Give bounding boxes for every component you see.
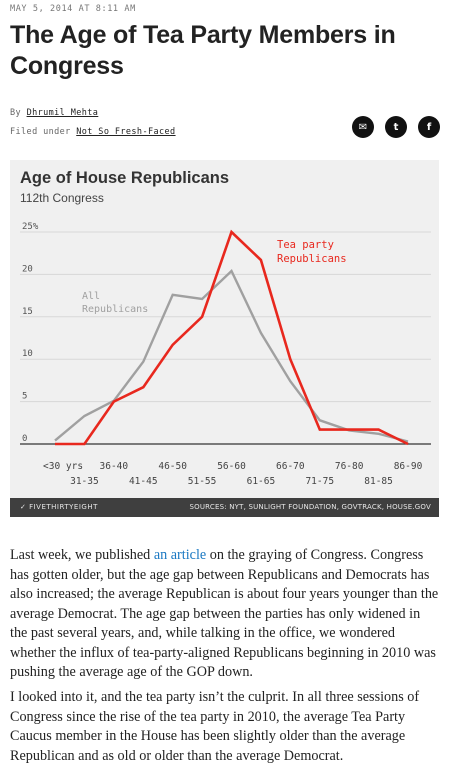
x-tick-label: 66-70 <box>276 461 305 472</box>
brand-name: FIVETHIRTYEIGHT <box>29 503 98 511</box>
all-republicans-label-line-2: Republicans <box>82 304 148 315</box>
x-tick-label: 51-55 <box>188 476 217 487</box>
x-tick-label: 61-65 <box>247 476 276 487</box>
fivethirtyeight-logo: ✓ FIVETHIRTYEIGHT <box>20 503 98 511</box>
y-tick-label: 15 <box>22 307 33 317</box>
facebook-icon: f <box>426 121 432 133</box>
all-republicans-label-line-1: All <box>82 291 100 302</box>
x-tick-label: 41-45 <box>129 476 158 487</box>
chart-title: Age of House Republicans <box>20 169 230 187</box>
filed-prefix: Filed under <box>10 127 71 137</box>
paragraph-1-before: Last week, we published <box>10 547 154 563</box>
x-tick-label: 86-90 <box>394 461 423 472</box>
x-tick-label: 36-40 <box>100 461 129 472</box>
y-tick-label: 10 <box>22 349 33 359</box>
all-republicans-line <box>54 268 409 443</box>
category-link[interactable]: Not So Fresh-Faced <box>76 127 176 137</box>
x-tick-label: 46-50 <box>158 461 187 472</box>
tea-party-line <box>55 229 409 446</box>
y-tick-label: 0 <box>22 434 27 444</box>
chart-footer: ✓ FIVETHIRTYEIGHT SOURCES: NYT, SUNLIGHT… <box>10 498 439 517</box>
byline: By Dhrumil Mehta <box>10 108 98 118</box>
x-tick-label: 81-85 <box>364 476 393 487</box>
x-tick-label: <30 yrs <box>43 461 83 472</box>
x-tick-label: 56-60 <box>217 461 246 472</box>
share-email-button[interactable]: ✉ <box>352 116 374 138</box>
article-paragraph-1: Last week, we published an article on th… <box>10 546 440 683</box>
paragraph-1-after: on the graying of Congress. Congress has… <box>10 547 439 680</box>
email-icon: ✉ <box>358 121 368 133</box>
article-link[interactable]: an article <box>153 547 207 563</box>
x-tick-label: 71-75 <box>305 476 334 487</box>
age-chart: 0 5 10 15 20 25% <30 yrs 31-3536-4041-4546-5051… <box>20 222 431 487</box>
article-title: The Age of Tea Party Members in Congress <box>10 21 396 80</box>
tea-party-label-line-1: Tea party <box>277 239 334 251</box>
author-link[interactable]: Dhrumil Mehta <box>26 108 99 118</box>
x-tick-label: 76-80 <box>335 461 364 472</box>
chart-card: Age of House Republicans 112th Congress … <box>10 160 439 517</box>
article-paragraph-2: I looked into it, and the tea party isn’… <box>10 689 420 764</box>
y-tick-label: 25% <box>22 222 39 232</box>
y-tick-label: 5 <box>22 392 27 402</box>
twitter-icon: t <box>393 121 399 133</box>
y-tick-label: 20 <box>22 264 33 274</box>
tea-party-label-line-2: Republicans <box>277 253 347 265</box>
byline-prefix: By <box>10 108 22 118</box>
share-facebook-button[interactable]: f <box>418 116 440 138</box>
chart-subtitle: 112th Congress <box>20 191 104 205</box>
article-dateline: MAY 5, 2014 AT 8:11 AM <box>10 4 136 14</box>
filed-under: Filed under Not So Fresh-Faced <box>10 127 176 137</box>
x-tick-label: 31-35 <box>70 476 99 487</box>
chart-sources: SOURCES: NYT, SUNLIGHT FOUNDATION, GOVTR… <box>189 503 431 511</box>
share-twitter-button[interactable]: t <box>385 116 407 138</box>
